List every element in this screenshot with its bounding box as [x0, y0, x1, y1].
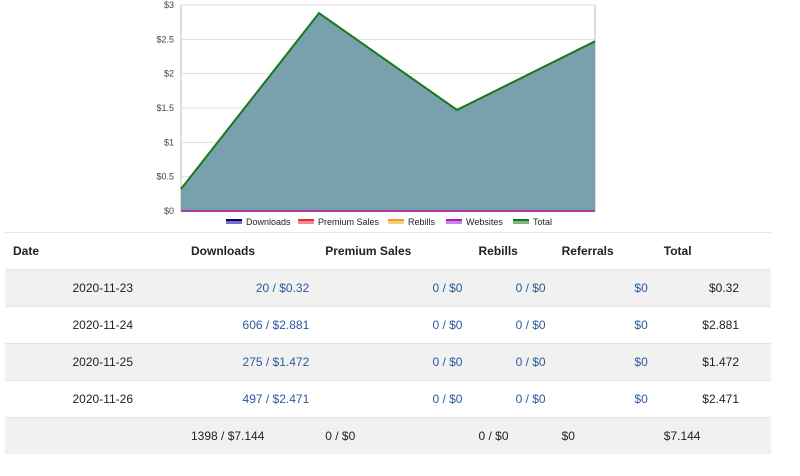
row-total: $1.472: [655, 343, 771, 381]
y-tick-label: $3: [164, 0, 174, 10]
downloads-link[interactable]: 606 / $2.881: [242, 318, 310, 332]
rebills-link[interactable]: 0 / $0: [515, 281, 546, 295]
totals-rebills: 0 / $0: [478, 429, 509, 443]
report-table: Date Downloads Premium Sales Rebills Ref…: [5, 232, 771, 454]
referrals-link[interactable]: $0: [634, 355, 648, 369]
y-tick-label: $1: [164, 137, 174, 147]
header-total: Total: [655, 232, 771, 270]
premium-sales-link[interactable]: 0 / $0: [432, 318, 463, 332]
referrals-link[interactable]: $0: [634, 281, 648, 295]
totals-referrals: $0: [561, 429, 575, 443]
totals-date-cell: [5, 418, 183, 455]
row-total: $2.471: [655, 380, 771, 418]
series-line-total: [180, 11, 596, 190]
legend-swatch: [298, 219, 314, 224]
table-row: 2020-11-24 606 / $2.881 0 / $0 0 / $0 $0…: [5, 306, 771, 344]
legend-swatch: [446, 219, 462, 224]
referrals-link[interactable]: $0: [634, 318, 648, 332]
earnings-chart: $0 $0.5 $1 $1.5 $2 $2.5 $3 Downloads Premium Sal…: [0, 0, 800, 232]
header-premium-sales: Premium Sales: [317, 232, 471, 270]
totals-row: 1398 / $7.144 0 / $0 0 / $0 $0 $7.144: [5, 417, 771, 455]
downloads-link[interactable]: 275 / $1.472: [242, 355, 310, 369]
y-tick-label: $2.5: [156, 34, 174, 44]
header-date: Date: [5, 232, 183, 270]
legend-swatch: [388, 219, 404, 224]
premium-sales-link[interactable]: 0 / $0: [432, 281, 463, 295]
y-tick-label: $1.5: [156, 103, 174, 113]
y-tick-label: $0: [164, 206, 174, 216]
row-date: 2020-11-25: [5, 343, 183, 381]
totals-premium-sales: 0 / $0: [325, 429, 356, 443]
legend-label: Total: [533, 217, 552, 227]
premium-sales-link[interactable]: 0 / $0: [432, 392, 463, 406]
table-row: 2020-11-26 497 / $2.471 0 / $0 0 / $0 $0…: [5, 380, 771, 418]
rebills-link[interactable]: 0 / $0: [515, 318, 546, 332]
downloads-link[interactable]: 20 / $0.32: [255, 281, 310, 295]
legend-label: Premium Sales: [318, 217, 380, 227]
legend-label: Websites: [466, 217, 503, 227]
row-date: 2020-11-24: [5, 306, 183, 344]
row-date: 2020-11-23: [5, 269, 183, 307]
y-tick-label: $2: [164, 69, 174, 79]
rebills-link[interactable]: 0 / $0: [515, 392, 546, 406]
row-total: $2.881: [655, 306, 771, 344]
legend-swatch: [226, 219, 242, 224]
header-rebills: Rebills: [470, 232, 554, 270]
series-area-total: [181, 13, 595, 212]
totals-downloads: 1398 / $7.144: [191, 429, 265, 443]
rebills-link[interactable]: 0 / $0: [515, 355, 546, 369]
header-downloads: Downloads: [183, 232, 318, 270]
legend-label: Downloads: [246, 217, 291, 227]
premium-sales-link[interactable]: 0 / $0: [432, 355, 463, 369]
table-row: 2020-11-23 20 / $0.32 0 / $0 0 / $0 $0 $…: [5, 269, 771, 307]
chart-svg: $0 $0.5 $1 $1.5 $2 $2.5 $3 Downloads Premium Sal…: [156, 0, 596, 227]
downloads-link[interactable]: 497 / $2.471: [242, 392, 310, 406]
row-total: $0.32: [655, 269, 771, 307]
y-tick-label: $0.5: [156, 172, 174, 182]
row-date: 2020-11-26: [5, 380, 183, 418]
totals-total: $7.144: [663, 429, 701, 443]
header-referrals: Referrals: [553, 232, 656, 270]
referrals-link[interactable]: $0: [634, 392, 648, 406]
legend-swatch: [513, 219, 529, 224]
legend-label: Rebills: [408, 217, 436, 227]
table-header-row: Date Downloads Premium Sales Rebills Ref…: [5, 232, 771, 270]
table-row: 2020-11-25 275 / $1.472 0 / $0 0 / $0 $0…: [5, 343, 771, 381]
